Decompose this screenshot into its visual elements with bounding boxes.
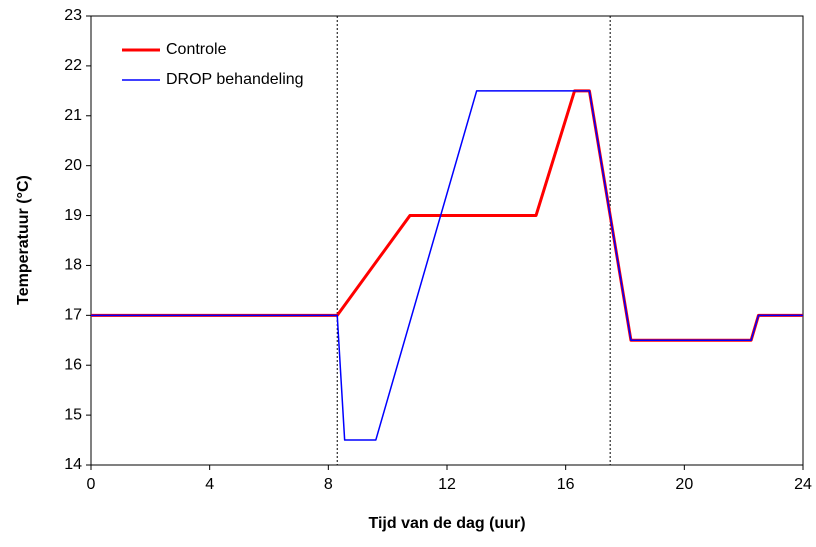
legend-label: Controle <box>166 41 227 58</box>
y-axis-label: Temperatuur (°C) <box>15 175 32 305</box>
y-tick-label: 18 <box>64 257 82 274</box>
line-series <box>91 90 803 441</box>
line-series <box>91 89 803 342</box>
x-tick-label: 12 <box>438 476 456 493</box>
x-axis-label: Tijd van de dag (uur) <box>368 515 525 532</box>
y-tick-label: 15 <box>64 406 82 423</box>
y-tick-label: 16 <box>64 356 82 373</box>
y-tick-label: 17 <box>64 307 82 324</box>
y-tick-label: 14 <box>64 456 82 473</box>
x-tick-label: 8 <box>324 476 333 493</box>
y-tick-label: 21 <box>64 107 82 124</box>
legend-label: DROP behandeling <box>166 71 304 88</box>
x-tick-label: 16 <box>557 476 575 493</box>
x-tick-label: 24 <box>794 476 812 493</box>
x-tick-label: 4 <box>205 476 214 493</box>
y-tick-label: 20 <box>64 157 82 174</box>
x-tick-label: 20 <box>675 476 693 493</box>
x-tick-label: 0 <box>87 476 96 493</box>
y-tick-label: 19 <box>64 207 82 224</box>
y-tick-label: 23 <box>64 7 82 24</box>
y-tick-label: 22 <box>64 57 82 74</box>
